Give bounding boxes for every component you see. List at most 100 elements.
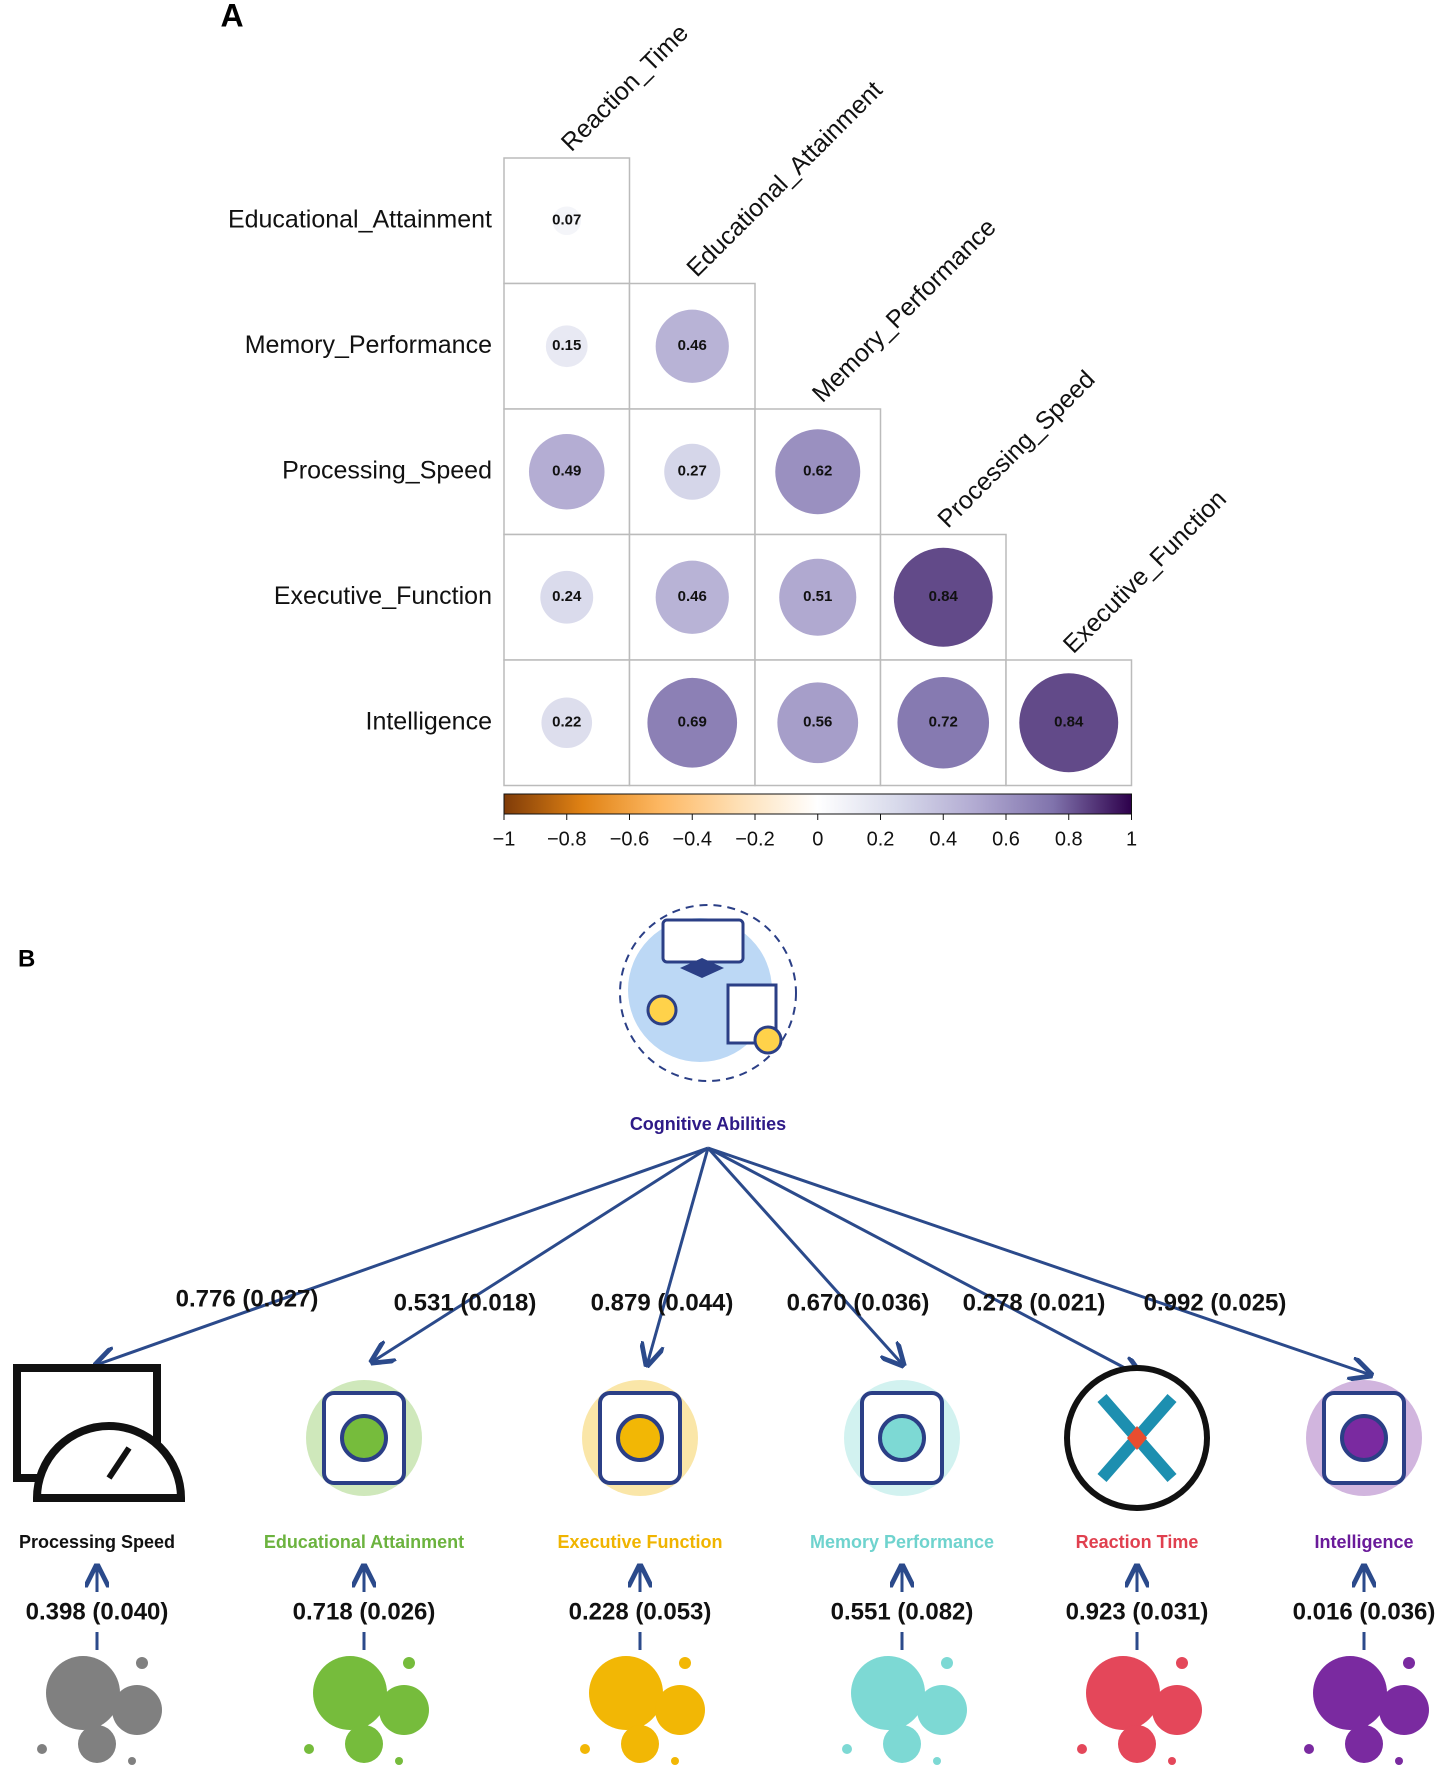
corr-value: 0.46	[678, 337, 707, 354]
loading-arrow	[707, 1146, 1371, 1375]
residual-bubble	[679, 1657, 691, 1669]
residual-bubble	[1313, 1656, 1387, 1730]
residual-bubble	[655, 1685, 705, 1735]
icon-part	[878, 1414, 926, 1462]
colorbar-tick-label: −0.6	[610, 828, 649, 850]
residual-bubble	[1379, 1685, 1429, 1735]
indicator-icon	[13, 1364, 186, 1502]
corr-value: 0.27	[678, 463, 707, 480]
indicator-icon	[306, 1380, 422, 1496]
residual-bubble	[313, 1656, 387, 1730]
corr-circle	[777, 682, 859, 764]
colorbar-tick-label: 0.6	[992, 828, 1020, 850]
corr-circle	[647, 677, 738, 768]
loading-label: 0.531 (0.018)	[394, 1289, 537, 1316]
residual-bubble	[78, 1725, 116, 1763]
residual-bubble	[1118, 1725, 1156, 1763]
corr-circle	[897, 676, 990, 769]
residual-label: 0.228 (0.053)	[569, 1598, 712, 1625]
corr-value: 0.15	[552, 337, 581, 354]
loading-arrow	[96, 1146, 709, 1365]
colorbar-tick-label: −0.2	[735, 828, 774, 850]
indicator-label: Executive Function	[557, 1532, 722, 1552]
icon-part	[1340, 1414, 1388, 1462]
residual-bubble	[580, 1744, 590, 1754]
column-label: Processing_Speed	[932, 365, 1100, 533]
colorbar	[503, 793, 1132, 815]
corr-circle	[779, 558, 857, 636]
column-label: Executive_Function	[1058, 485, 1232, 659]
row-label: Educational_Attainment	[228, 205, 492, 233]
corr-value: 0.62	[803, 463, 832, 480]
corr-value: 0.72	[929, 714, 958, 731]
residual-label: 0.923 (0.031)	[1066, 1598, 1209, 1625]
loading-arrow	[647, 1147, 710, 1365]
colorbar-tick-label: 0	[812, 828, 823, 850]
indicator-label: Memory Performance	[810, 1532, 994, 1552]
icon-part	[106, 1446, 132, 1480]
row-label: Executive_Function	[274, 582, 492, 610]
residual-bubble	[1345, 1725, 1383, 1763]
colorbar-tick-label: 0.8	[1055, 828, 1083, 850]
indicator-icon	[844, 1380, 960, 1496]
cell	[628, 408, 756, 536]
loading-label: 0.776 (0.027)	[176, 1285, 319, 1312]
panel-label: B	[18, 945, 35, 972]
corr-circle	[541, 697, 593, 749]
residual-label: 0.398 (0.040)	[26, 1598, 169, 1625]
colorbar-tick-label: −0.8	[547, 828, 586, 850]
row-label: Intelligence	[366, 707, 492, 735]
corr-circle	[655, 560, 729, 634]
corr-circle	[528, 433, 605, 510]
loading-arrow	[706, 1146, 903, 1365]
residual-label: 0.551 (0.082)	[831, 1598, 974, 1625]
indicator-label: Reaction Time	[1076, 1532, 1199, 1552]
residual-bubble	[851, 1656, 925, 1730]
colorbar-tick-label: −0.4	[673, 828, 712, 850]
indicator-icon	[1064, 1365, 1210, 1511]
residual-bubble	[395, 1757, 403, 1765]
residual-bubble	[1403, 1657, 1415, 1669]
corr-value: 0.84	[1054, 714, 1084, 731]
panel-label: A	[220, 0, 243, 33]
residual-bubble	[37, 1744, 47, 1754]
corr-circle	[664, 443, 721, 500]
column-label: Memory_Performance	[807, 213, 1002, 408]
corr-circle	[655, 309, 729, 383]
corr-circle	[775, 429, 861, 515]
corr-value: 0.84	[929, 588, 959, 605]
residual-label: 0.016 (0.036)	[1293, 1598, 1436, 1625]
loading-label: 0.879 (0.044)	[591, 1289, 734, 1316]
residual-bubble	[136, 1657, 148, 1669]
residual-bubble	[1176, 1657, 1188, 1669]
corr-value: 0.49	[552, 463, 581, 480]
corr-value: 0.69	[678, 714, 707, 731]
icon-part	[1127, 1426, 1147, 1450]
indicator-label: Processing Speed	[19, 1532, 175, 1552]
residual-label: 0.718 (0.026)	[293, 1598, 436, 1625]
corr-value: 0.51	[803, 588, 832, 605]
residual-bubble	[933, 1757, 941, 1765]
icon-part	[340, 1414, 388, 1462]
residual-bubble	[1077, 1744, 1087, 1754]
residual-bubble	[46, 1656, 120, 1730]
colorbar-tick-label: 0.4	[929, 828, 957, 850]
residual-bubble	[917, 1685, 967, 1735]
factor-label: Cognitive Abilities	[630, 1114, 786, 1134]
indicator-label: Educational Attainment	[264, 1532, 464, 1552]
residual-bubble	[941, 1657, 953, 1669]
factor-icon	[619, 904, 797, 1082]
residual-bubble	[1395, 1757, 1403, 1765]
loading-arrow	[372, 1146, 709, 1362]
corr-value: 0.56	[803, 714, 832, 731]
corr-value: 0.46	[678, 588, 707, 605]
corr-circle	[540, 570, 594, 624]
residual-bubble	[621, 1725, 659, 1763]
residual-bubble	[1152, 1685, 1202, 1735]
loading-label: 0.670 (0.036)	[787, 1289, 930, 1316]
residual-bubble	[1168, 1757, 1176, 1765]
colorbar-tick-label: 1	[1126, 828, 1137, 850]
residual-bubble	[379, 1685, 429, 1735]
residual-bubble	[128, 1757, 136, 1765]
